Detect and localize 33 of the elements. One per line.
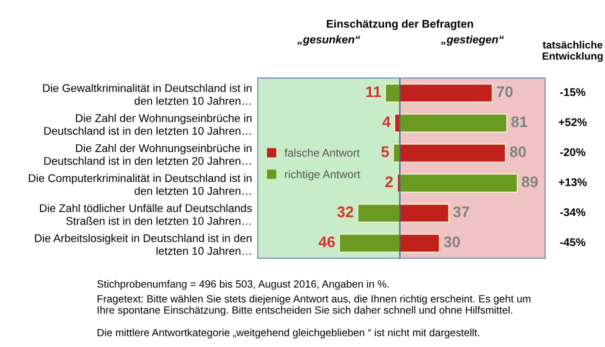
data-label: 81 — [511, 116, 528, 128]
data-label: 11 — [366, 86, 382, 98]
text: Stichprobenumfang = 496 bis 503, August 2016, Angaben in %. — [97, 280, 389, 290]
chart-title: „gestiegen“ — [440, 35, 504, 46]
y-tick-label: Die Zahl der Wohnungseinbrüche in Deutschland ist in den letzten 10 Jahren… — [44, 114, 252, 135]
y-tick-label: Die Zahl der Wohnungseinbrüche in Deutschland ist in den letzten 20 Jahren… — [44, 144, 252, 165]
legend-label: falsche Antwort — [284, 148, 360, 157]
text: -15% — [560, 88, 586, 96]
text: Fragetext: Bitte wählen Sie stets diejenige Antwort aus, die Ihnen richtig erscheint. Es geht um Ihre spontane Einschätzung. Bitte entscheiden Sie sich daher schnell und ohne Hilfsmittel. — [98, 294, 530, 316]
text: +13% — [558, 178, 587, 186]
y-tick-label: Die Computerkriminalität in Deutschland ist in den letzten 10 Jahren… — [28, 174, 252, 195]
text: -34% — [560, 208, 586, 216]
text: Die mittlere Antwortkategorie „weitgehend gleichgeblieben “ ist nicht mit dargestellt. — [98, 328, 480, 338]
data-label: 37 — [453, 206, 470, 218]
data-label: 32 — [337, 206, 354, 218]
text: Einschätzung der Befragten — [326, 20, 473, 30]
data-label: 4 — [382, 116, 391, 128]
text: -20% — [560, 148, 586, 156]
text: -45% — [560, 238, 586, 246]
legend-label: richtige Antwort — [285, 170, 360, 180]
y-tick-label: Die Arbeitslosigkeit in Deutschland ist in den letzten 10 Jahren… — [35, 234, 252, 255]
y-tick-label: Die Zahl tödlicher Unfälle auf Deutschlands Straßen ist in den letzten 10 Jahren… — [40, 204, 252, 225]
y-tick-label: Die Gewaltkriminalität in Deutschland ist in den letzten 10 Jahren… — [43, 84, 252, 105]
text: +52% — [558, 118, 587, 126]
data-label: 2 — [385, 176, 393, 188]
data-label: 30 — [444, 236, 460, 248]
chart-title: „gesunken“ — [297, 35, 360, 46]
data-label: 5 — [381, 146, 389, 158]
data-label: 46 — [318, 236, 335, 248]
data-label: 80 — [510, 146, 526, 158]
text: tatsächliche Entwicklung — [542, 40, 603, 62]
data-label: 70 — [496, 86, 513, 98]
data-label: 89 — [522, 176, 538, 188]
